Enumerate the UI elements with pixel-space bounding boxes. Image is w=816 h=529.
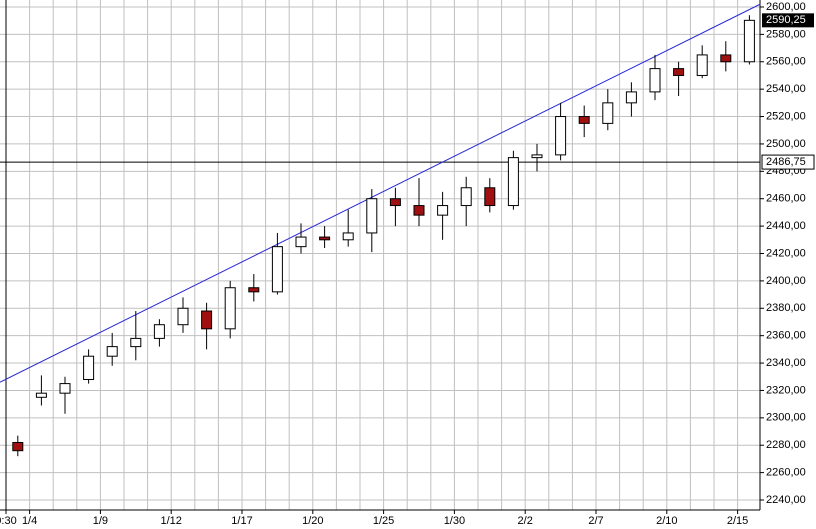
x-tick-label: 1/4 [22, 515, 37, 527]
candle-body [271, 246, 283, 293]
x-tick-label: 2/7 [588, 515, 603, 527]
y-tick-label: 2360,00 [766, 330, 806, 342]
last-price-box [762, 13, 814, 28]
last-price-label: 2590,25 [766, 14, 806, 26]
y-tick-label: 2420,00 [766, 247, 806, 259]
candle-body [460, 187, 472, 207]
candle-body [83, 355, 95, 380]
candle-body [720, 54, 732, 63]
y-tick-label: 2500,00 [766, 138, 806, 150]
candle-body [12, 441, 24, 452]
y-tick-label: 2300,00 [766, 412, 806, 424]
candle-body [484, 187, 496, 207]
candle-body [319, 236, 331, 241]
candle-body [153, 324, 165, 339]
x-tick-label: 1/9 [93, 515, 108, 527]
candle-body [366, 198, 378, 234]
candle-body [673, 68, 685, 76]
y-tick-label: 2320,00 [766, 384, 806, 396]
candle-body [389, 198, 401, 207]
crosshair-label: 2486,75 [766, 156, 806, 168]
candle-body [578, 116, 590, 124]
y-tick-label: 2540,00 [766, 83, 806, 95]
x-tick-label: 0:30 [0, 515, 17, 527]
y-tick-label: 2460,00 [766, 193, 806, 205]
trend-line [0, 3, 761, 383]
y-tick-label: 2600,00 [766, 1, 806, 13]
candle-body [35, 392, 47, 398]
candle-body [649, 68, 661, 93]
candle-body [224, 287, 236, 330]
x-tick-label: 2/2 [518, 515, 533, 527]
x-tick-label: 1/20 [302, 515, 323, 527]
y-tick-label: 2560,00 [766, 56, 806, 68]
candle-body [413, 205, 425, 216]
y-tick-label: 2260,00 [766, 467, 806, 479]
y-tick-label: 2240,00 [766, 494, 806, 506]
x-tick-label: 1/25 [373, 515, 394, 527]
candle-body [201, 310, 213, 330]
candle-body [437, 205, 449, 216]
y-tick-label: 2520,00 [766, 110, 806, 122]
y-tick-label: 2280,00 [766, 439, 806, 451]
x-tick-label: 2/15 [727, 515, 748, 527]
candle-body [342, 232, 354, 241]
x-tick-label: 1/12 [160, 515, 181, 527]
candle-body [696, 54, 708, 76]
candle-body [602, 102, 614, 124]
x-tick-label: 1/30 [444, 515, 465, 527]
candle-body [555, 116, 567, 156]
candle-body [507, 157, 519, 207]
x-tick-label: 2/10 [656, 515, 677, 527]
candle-body [106, 346, 118, 357]
candle-body [295, 236, 307, 248]
y-tick-label: 2340,00 [766, 357, 806, 369]
y-tick-label: 2400,00 [766, 275, 806, 287]
candle-body [531, 154, 543, 159]
candle-body [59, 383, 71, 394]
candle-body [248, 287, 260, 293]
y-tick-label: 2380,00 [766, 302, 806, 314]
candle-body [743, 19, 755, 63]
crosshair-label-box [761, 154, 815, 170]
x-tick-label: 1/17 [231, 515, 252, 527]
candle-body [177, 307, 189, 326]
y-tick-label: 2580,00 [766, 28, 806, 40]
candle-body [625, 91, 637, 104]
y-tick-label: 2440,00 [766, 220, 806, 232]
candle-body [130, 337, 142, 348]
